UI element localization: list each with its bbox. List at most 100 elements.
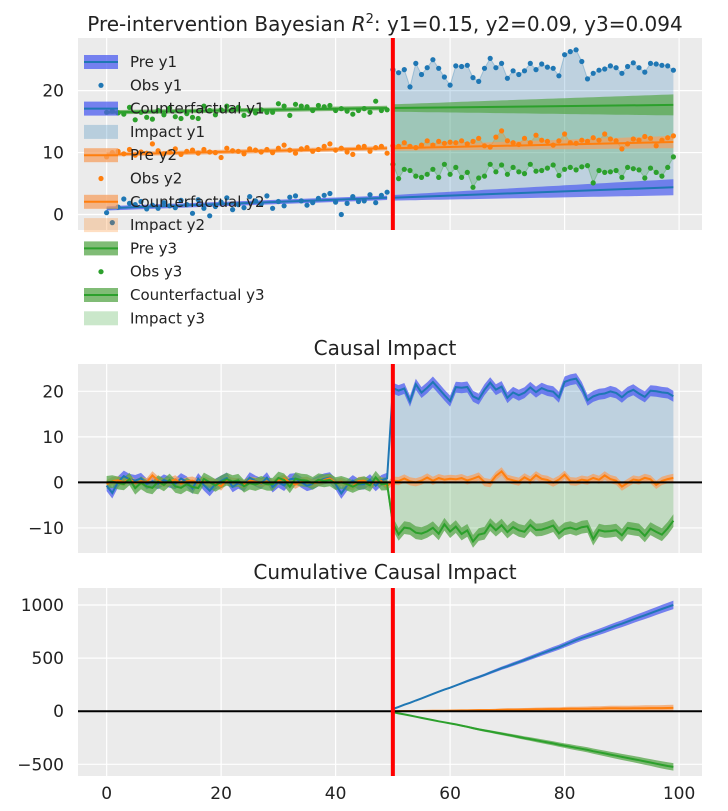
observed-point-y1 — [487, 55, 493, 62]
observed-point-y3 — [396, 176, 402, 182]
observed-point-y3 — [281, 103, 287, 109]
observed-point-y1 — [441, 74, 447, 80]
observed-point-y3 — [636, 167, 642, 173]
observed-point-y1 — [373, 200, 379, 206]
observed-point-y3 — [418, 174, 425, 180]
observed-point-y1 — [625, 63, 631, 70]
observed-point-y1 — [670, 67, 677, 73]
observed-point-y2 — [544, 138, 551, 144]
observed-point-y2 — [281, 142, 287, 148]
observed-point-y1 — [138, 198, 144, 205]
observed-point-y2 — [327, 141, 333, 147]
observed-point-y3 — [464, 169, 470, 175]
observed-point-y3 — [195, 115, 201, 122]
observed-point-y2 — [665, 135, 671, 141]
observed-point-y2 — [247, 146, 253, 152]
observed-point-y1 — [275, 198, 281, 205]
observed-point-y2 — [562, 131, 568, 137]
observed-point-y1 — [613, 65, 619, 71]
observed-point-y3 — [327, 102, 333, 109]
observed-point-y3 — [310, 107, 316, 114]
observed-point-y2 — [653, 143, 659, 149]
observed-point-y3 — [132, 117, 138, 123]
observed-point-y1 — [665, 63, 671, 69]
observed-point-y3 — [241, 112, 247, 118]
observed-point-y3 — [184, 111, 190, 117]
observed-point-y2 — [396, 143, 402, 149]
observed-point-y2 — [189, 147, 196, 153]
observations — [104, 47, 677, 226]
y-tick-label: 10 — [42, 144, 64, 164]
observed-point-y1 — [476, 78, 482, 84]
observed-point-y1 — [550, 65, 556, 71]
observed-point-y3 — [625, 164, 631, 170]
observed-point-y2 — [218, 154, 224, 161]
observed-point-y2 — [224, 145, 230, 151]
observed-point-y2 — [155, 148, 161, 154]
observed-point-y3 — [527, 161, 533, 167]
observed-point-y1 — [647, 60, 654, 66]
x-tick-label: 80 — [554, 784, 576, 804]
y-tick-label: 0 — [53, 473, 64, 493]
observed-point-y1 — [407, 84, 413, 90]
observed-point-y2 — [126, 146, 133, 153]
observed-point-y3 — [155, 107, 161, 114]
observed-point-y3 — [499, 162, 505, 168]
observed-point-y2 — [241, 151, 247, 157]
observed-point-y3 — [584, 163, 591, 169]
observed-point-y3 — [596, 167, 602, 174]
y-tick-label: −500 — [17, 755, 64, 775]
legend: Pre y1 Obs y1 Counterfactual y1 Impact y1 Pr… — [84, 53, 265, 327]
observed-point-y2 — [413, 145, 419, 151]
legend-swatch-area — [84, 218, 118, 233]
observed-point-y2 — [344, 149, 350, 155]
observed-point-y3 — [367, 109, 373, 115]
observed-point-y1 — [304, 202, 310, 208]
observed-point-y2 — [207, 149, 213, 155]
observed-point-y2 — [310, 148, 316, 154]
observed-point-y1 — [281, 203, 287, 209]
chart-title: Pre-intervention Bayesian R2: y1=0.15, y… — [87, 12, 682, 36]
observed-point-y1 — [504, 75, 510, 81]
y-tick-label: 0 — [53, 702, 64, 722]
observed-point-y3 — [647, 165, 654, 171]
legend-label: Counterfactual y1 — [130, 100, 265, 118]
legend-label: Pre y2 — [130, 146, 177, 164]
observed-point-y2 — [516, 141, 522, 148]
observed-point-y2 — [144, 150, 150, 156]
impact-area-y1 — [392, 378, 674, 483]
observed-point-y1 — [619, 70, 625, 76]
observed-point-y3 — [355, 107, 362, 114]
observed-point-y1 — [109, 220, 115, 226]
observed-point-y2 — [252, 147, 259, 153]
observed-point-y2 — [636, 137, 642, 143]
observed-point-y2 — [378, 143, 384, 149]
counterfactual-line-y3 — [392, 103, 674, 109]
bands — [106, 49, 674, 211]
observed-point-y2 — [533, 132, 539, 138]
observed-point-y2 — [510, 140, 516, 146]
observed-point-y3 — [481, 173, 488, 179]
observed-point-y2 — [132, 152, 138, 158]
observed-point-y1 — [384, 189, 390, 195]
observed-point-y1 — [464, 62, 470, 68]
observed-point-y1 — [310, 200, 316, 206]
observed-point-y1 — [510, 68, 516, 74]
observed-point-y2 — [607, 136, 614, 142]
observed-point-y3 — [407, 167, 413, 174]
observed-point-y2 — [596, 137, 602, 143]
observed-point-y2 — [539, 137, 545, 143]
observed-point-y2 — [298, 146, 304, 152]
observed-point-y2 — [659, 137, 665, 143]
observed-point-y2 — [172, 146, 178, 152]
observed-point-y3 — [550, 162, 556, 168]
observed-point-y1 — [539, 61, 545, 67]
observed-point-y3 — [642, 175, 648, 181]
observed-point-y1 — [218, 199, 224, 205]
observed-point-y3 — [338, 106, 344, 112]
observed-point-y3 — [670, 154, 677, 160]
observed-point-y2 — [476, 135, 482, 141]
observed-point-y1 — [447, 82, 453, 88]
observed-point-y2 — [499, 128, 505, 134]
